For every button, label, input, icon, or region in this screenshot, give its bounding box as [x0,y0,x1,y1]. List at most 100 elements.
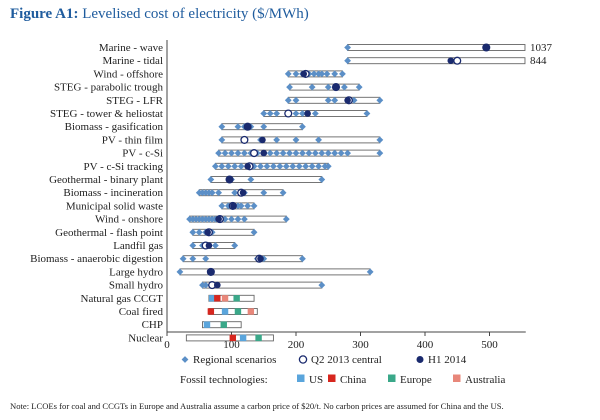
regional-scenario-point [234,215,242,223]
legend-layer: Regional scenarios Q2 2013 central H1 2014… [180,354,505,386]
range-bar [347,44,526,51]
q2-2013-central-point [240,135,249,144]
x-tick-label: 400 [417,339,434,351]
row-label: Natural gas CCGT [81,293,164,305]
technology-row: PV - thin film [102,134,384,146]
legend-china-label: China [340,374,366,386]
row-label: Wind - offshore [93,68,163,80]
legend-china-swatch [328,374,336,382]
h1-2014-point [204,229,211,236]
row-label: Landfil gas [113,240,163,252]
regional-scenario-point [299,255,306,263]
regional-scenario-point [355,83,363,91]
overflow-value-label: 844 [530,55,547,67]
legend-regional-icon [181,356,189,363]
regional-scenario-point [231,189,239,197]
range-bar [347,57,526,65]
regional-scenario-point [260,123,268,131]
fossil-marker-us [221,308,229,315]
overflow-value-label: 1037 [530,42,553,54]
figure-number: Figure A1: [10,6,79,22]
regional-scenario-point [231,242,239,249]
h1-2014-point [332,83,340,91]
h1-2014-point [207,268,215,276]
regional-scenario-point [237,162,245,170]
regional-scenario-point [363,110,371,117]
row-label: PV - c-Si [122,148,163,160]
technology-row: Landfil gas [113,240,239,252]
q2-2013-central-point [453,56,462,65]
fossil-marker-china [207,308,215,315]
regional-scenario-point [270,162,277,170]
x-tick-label: 300 [352,339,369,351]
technology-row: STEG - tower & heliostat [50,108,371,120]
regional-scenario-point [376,149,384,157]
regional-scenario-point [266,149,274,157]
regional-scenario-point [273,110,281,117]
technology-row: Geothermal - binary plant [49,174,326,186]
row-label: STEG - parabolic trough [54,82,164,94]
h1-2014-point [300,70,308,78]
fossil-row: Nuclear [128,332,274,344]
q2-2013-central-point [250,149,259,158]
regional-scenario-point [237,202,245,210]
regional-scenario-point [318,176,326,183]
regional-scenario-point [315,136,322,144]
x-tick-label: 100 [223,339,240,351]
regional-scenario-point [305,149,313,157]
row-label: Geothermal - flash point [55,227,163,239]
row-label: Geothermal - binary plant [49,174,163,186]
row-label: Coal fired [119,306,164,318]
fossil-marker-us [239,334,247,342]
legend-europe-swatch [388,374,396,382]
fossil-marker-us [208,295,216,302]
regional-scenario-point [179,255,187,263]
range-bar [289,83,360,91]
regional-scenario-point [279,149,287,157]
x-tick-label: 200 [288,339,305,351]
technology-row: Large hydro [109,266,374,278]
h1-2014-point [257,255,264,262]
regional-scenario-point [292,96,300,104]
legend-regional-label: Regional scenarios [193,354,276,366]
h1-2014-point [214,281,221,289]
regional-scenario-point [299,149,306,157]
regional-scenario-point [311,149,319,157]
regional-scenario-point [292,70,300,78]
regional-scenario-point [331,96,339,104]
regional-scenario-point [324,149,332,157]
h1-2014-point [482,44,490,51]
regional-scenario-point [250,202,258,210]
technology-row: PV - c-Si tracking [83,161,332,173]
regional-scenario-point [234,123,242,131]
regional-scenario-point [282,215,290,223]
regional-scenario-point [273,136,281,144]
regional-scenario-point [324,162,332,170]
row-label: STEG - tower & heliostat [50,108,163,120]
regional-scenario-point [299,110,306,117]
regional-scenario-point [218,202,226,210]
regional-scenario-point [228,215,235,223]
regional-scenario-point [289,162,297,170]
rows-layer: Marine - wave 1037 Marine - tidal 844 Wind -… [30,42,552,344]
regional-scenario-point [279,189,287,197]
fossil-marker-australia [221,295,229,302]
regional-scenario-point [221,215,229,223]
technology-row: Wind - offshore [93,68,346,80]
legend-h1-icon [416,356,424,363]
legend-australia-swatch [453,374,461,382]
fossil-row: CHP [142,319,242,331]
regional-scenario-point [250,228,258,236]
regional-scenario-point [241,149,248,157]
h1-2014-point [259,136,266,144]
regional-scenario-point [339,70,346,78]
regional-scenario-point [228,149,235,157]
regional-scenario-point [260,189,268,197]
regional-scenario-point [323,70,331,78]
regional-scenario-point [202,255,210,263]
fossil-marker-us [203,321,211,328]
regional-scenario-point [286,83,293,91]
regional-scenario-point [344,57,351,65]
regional-scenario-point [331,70,339,78]
h1-2014-point [447,57,455,64]
